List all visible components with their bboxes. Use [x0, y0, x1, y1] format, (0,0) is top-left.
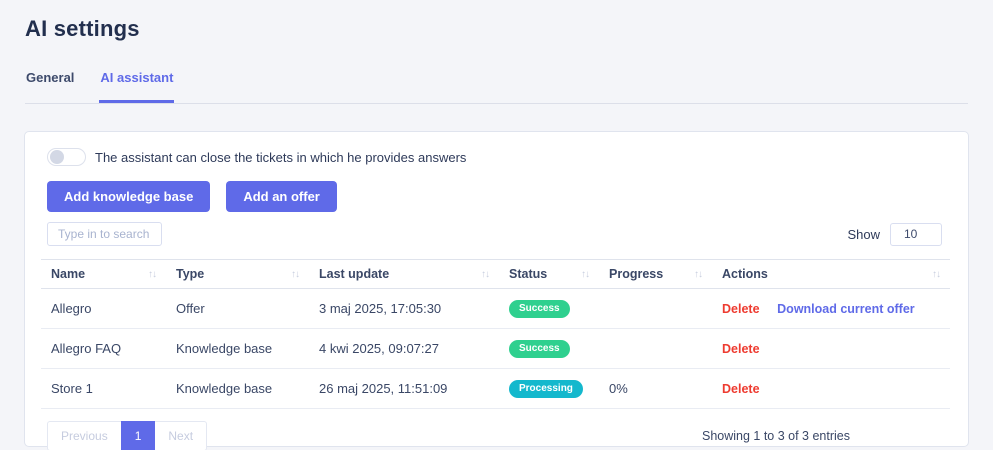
cell-type: Knowledge base: [166, 368, 309, 409]
previous-page-button[interactable]: Previous: [47, 421, 121, 450]
delete-link[interactable]: Delete: [722, 382, 760, 396]
sort-icon: ↑↓: [481, 268, 490, 280]
tab-general[interactable]: General: [26, 70, 75, 85]
column-header-type[interactable]: Type ↑↓: [166, 259, 309, 289]
assistant-sources-table: Name ↑↓ Type ↑↓ Last update ↑↓ Status ↑↓…: [41, 259, 950, 409]
add-knowledge-base-button[interactable]: Add knowledge base: [47, 181, 211, 212]
cell-last-update: 3 maj 2025, 17:05:30: [309, 288, 499, 329]
cell-name: Allegro FAQ: [41, 328, 166, 369]
pagination: Previous 1 Next: [47, 421, 208, 450]
delete-link[interactable]: Delete: [722, 342, 760, 356]
cell-progress: [599, 328, 712, 369]
close-tickets-toggle-label: The assistant can close the tickets in w…: [95, 149, 467, 165]
show-entries-control: Show: [847, 222, 942, 246]
entries-summary: Showing 1 to 3 of 3 entries: [701, 429, 850, 443]
sort-icon: ↑↓: [581, 268, 590, 280]
show-entries-input[interactable]: [890, 222, 942, 246]
download-current-offer-link[interactable]: Download current offer: [777, 302, 915, 316]
page-title: AI settings: [25, 16, 140, 41]
page-1-button[interactable]: 1: [120, 421, 156, 450]
table-row: Allegro FAQ Knowledge base 4 kwi 2025, 0…: [41, 328, 950, 369]
sort-icon: ↑↓: [694, 268, 703, 280]
toggle-knob: [50, 150, 64, 164]
table-filter-row: Show: [47, 222, 950, 246]
status-badge: Processing: [509, 380, 583, 398]
search-input[interactable]: [47, 222, 162, 246]
cell-progress: [599, 288, 712, 329]
column-header-actions[interactable]: Actions ↑↓: [712, 259, 950, 289]
column-header-progress[interactable]: Progress ↑↓: [599, 259, 712, 289]
column-header-last-update[interactable]: Last update ↑↓: [309, 259, 499, 289]
show-label: Show: [847, 226, 880, 242]
status-badge: Success: [509, 340, 570, 358]
sort-icon: ↑↓: [291, 268, 300, 280]
add-an-offer-button[interactable]: Add an offer: [226, 181, 337, 212]
column-header-name[interactable]: Name ↑↓: [41, 259, 166, 289]
delete-link[interactable]: Delete: [722, 302, 760, 316]
cell-name: Allegro: [41, 288, 166, 329]
sort-icon: ↑↓: [932, 268, 941, 280]
status-badge: Success: [509, 300, 570, 318]
table-header-row: Name ↑↓ Type ↑↓ Last update ↑↓ Status ↑↓…: [41, 259, 950, 289]
cell-last-update: 26 maj 2025, 11:51:09: [309, 368, 499, 409]
close-tickets-toggle-row: The assistant can close the tickets in w…: [47, 148, 950, 166]
table-row: Allegro Offer 3 maj 2025, 17:05:30 Succe…: [41, 288, 950, 329]
table-row: Store 1 Knowledge base 26 maj 2025, 11:5…: [41, 368, 950, 409]
close-tickets-toggle[interactable]: [47, 148, 86, 166]
ai-assistant-panel: The assistant can close the tickets in w…: [24, 131, 969, 450]
action-buttons-row: Add knowledge base Add an offer: [47, 181, 950, 212]
table-footer: Previous 1 Next Showing 1 to 3 of 3 entr…: [47, 421, 950, 450]
cell-type: Knowledge base: [166, 328, 309, 369]
tab-bar: General AI assistant: [25, 64, 968, 104]
cell-last-update: 4 kwi 2025, 09:07:27: [309, 328, 499, 369]
tab-ai-assistant[interactable]: AI assistant: [99, 64, 175, 103]
next-page-button[interactable]: Next: [155, 421, 208, 450]
column-header-status[interactable]: Status ↑↓: [499, 259, 599, 289]
cell-progress: 0%: [599, 368, 712, 409]
cell-name: Store 1: [41, 368, 166, 409]
sort-icon: ↑↓: [148, 268, 157, 280]
cell-type: Offer: [166, 288, 309, 329]
